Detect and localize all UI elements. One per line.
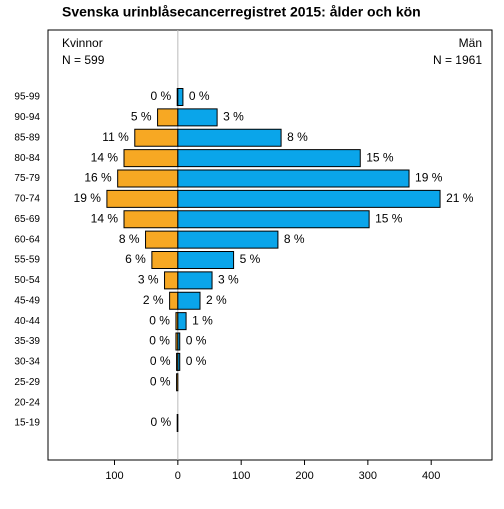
y-tick-label: 40-44 xyxy=(14,316,40,327)
value-label: 3 % xyxy=(218,273,239,287)
value-label: 15 % xyxy=(366,150,394,164)
bar xyxy=(177,352,181,371)
value-label: 0 % xyxy=(150,374,171,388)
value-label: 3 % xyxy=(223,110,244,124)
bar xyxy=(176,373,179,392)
bar xyxy=(177,291,201,310)
value-label: 2 % xyxy=(143,293,164,307)
bar xyxy=(123,149,179,168)
value-label: 1 % xyxy=(192,313,213,327)
y-tick-label: 50-54 xyxy=(14,275,40,286)
y-tick-label: 85-89 xyxy=(14,132,40,143)
bar xyxy=(177,210,370,229)
x-tick-label: 100 xyxy=(105,470,123,482)
value-label: 2 % xyxy=(206,293,227,307)
n-right: N = 1961 xyxy=(433,53,482,67)
value-label: 3 % xyxy=(138,273,159,287)
value-label: 11 % xyxy=(102,130,129,144)
x-tick-label: 100 xyxy=(232,470,250,482)
y-tick-label: 65-69 xyxy=(14,214,40,225)
x-tick-label: 400 xyxy=(422,470,440,482)
value-label: 0 % xyxy=(189,89,210,103)
value-label: 5 % xyxy=(240,252,261,266)
value-label: 21 % xyxy=(446,191,474,205)
n-left: N = 599 xyxy=(62,53,105,67)
y-tick-label: 30-34 xyxy=(14,357,40,368)
value-label: 8 % xyxy=(287,130,308,144)
bar xyxy=(169,291,179,310)
value-label: 0 % xyxy=(151,415,172,429)
bar xyxy=(177,128,282,147)
y-tick-label: 80-84 xyxy=(14,153,40,164)
legend-left: Kvinnor xyxy=(62,36,103,50)
x-tick-label: 200 xyxy=(295,470,313,482)
value-label: 14 % xyxy=(91,211,119,225)
bar xyxy=(164,271,179,290)
value-label: 19 % xyxy=(74,191,102,205)
bar xyxy=(157,108,179,127)
bar xyxy=(177,271,213,290)
bar xyxy=(151,251,179,269)
value-label: 0 % xyxy=(149,334,170,348)
chart-title: Svenska urinblåsecancerregistret 2015: å… xyxy=(62,4,421,20)
bar xyxy=(106,189,179,208)
bar xyxy=(117,169,179,188)
value-label: 0 % xyxy=(186,354,207,368)
y-tick-label: 45-49 xyxy=(14,295,40,306)
value-label: 6 % xyxy=(125,252,146,266)
bar xyxy=(177,88,184,106)
value-label: 0 % xyxy=(149,313,170,327)
value-label: 14 % xyxy=(91,150,119,164)
y-tick-label: 55-59 xyxy=(14,255,40,266)
x-tick-label: 0 xyxy=(175,470,181,482)
y-tick-label: 15-19 xyxy=(14,418,40,429)
y-tick-label: 20-24 xyxy=(14,397,40,408)
y-tick-label: 70-74 xyxy=(14,194,40,205)
y-tick-label: 25-29 xyxy=(14,377,40,388)
y-tick-label: 95-99 xyxy=(14,92,40,103)
value-label: 16 % xyxy=(84,171,112,185)
y-tick-label: 75-79 xyxy=(14,173,40,184)
bar xyxy=(177,149,361,168)
bar xyxy=(123,210,179,229)
value-label: 0 % xyxy=(151,89,172,103)
bar xyxy=(177,108,218,127)
value-label: 19 % xyxy=(415,171,443,185)
bar xyxy=(177,251,235,269)
bar xyxy=(177,189,441,208)
bar xyxy=(177,169,410,188)
bar xyxy=(134,128,179,147)
value-label: 0 % xyxy=(150,354,171,368)
value-label: 15 % xyxy=(375,211,403,225)
value-label: 8 % xyxy=(284,232,305,246)
value-label: 8 % xyxy=(119,232,140,246)
bar xyxy=(145,230,179,249)
y-tick-label: 35-39 xyxy=(14,336,40,347)
y-tick-label: 90-94 xyxy=(14,112,40,123)
plot-frame xyxy=(47,29,493,461)
legend-right: Män xyxy=(459,36,482,50)
bar xyxy=(177,332,181,351)
bar xyxy=(176,414,179,432)
bar xyxy=(177,312,187,331)
bar xyxy=(177,230,279,249)
value-label: 5 % xyxy=(131,110,152,124)
value-label: 0 % xyxy=(186,334,207,348)
y-tick-label: 60-64 xyxy=(14,234,40,245)
x-tick-label: 300 xyxy=(359,470,377,482)
